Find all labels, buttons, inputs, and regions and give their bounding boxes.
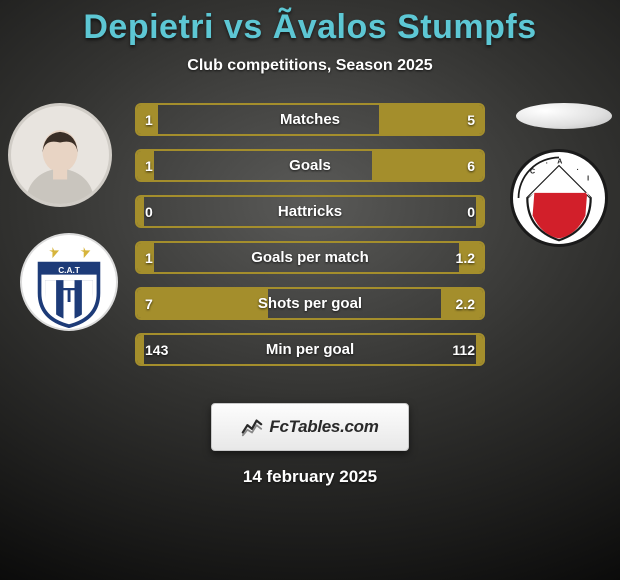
stat-row: Goals per match11.2: [135, 241, 485, 274]
club-right-badge: C . A . I: [510, 149, 608, 247]
stat-bar-track: [135, 103, 485, 136]
brand-box[interactable]: FcTables.com: [211, 403, 409, 451]
svg-text:I: I: [587, 175, 589, 182]
svg-text:T: T: [63, 285, 76, 307]
stat-bar-track: [135, 333, 485, 366]
stat-bar-fill-right: [372, 151, 483, 180]
stat-bar-fill-right: [476, 335, 483, 364]
stat-bar-fill-left: [137, 335, 144, 364]
club-left-crest-icon: C.A.T T: [23, 236, 115, 328]
stat-bar-track: [135, 241, 485, 274]
stat-row: Goals16: [135, 149, 485, 182]
subtitle: Club competitions, Season 2025: [0, 57, 620, 75]
comparison-arena: C.A.T T C . A .: [0, 103, 620, 383]
club-right-crest-icon: C . A . I: [515, 154, 603, 242]
club-left-badge: C.A.T T: [20, 233, 118, 331]
stat-row: Hattricks00: [135, 195, 485, 228]
stat-bar-fill-left: [137, 243, 154, 272]
stat-bar-fill-left: [137, 197, 144, 226]
stats-bars: Matches15 Goals16 Hattricks00 Goals per mat…: [135, 103, 485, 379]
stat-row: Shots per goal72.2: [135, 287, 485, 320]
stat-bar-fill-right: [476, 197, 483, 226]
stat-row: Matches15: [135, 103, 485, 136]
stat-bar-fill-left: [137, 151, 154, 180]
date-label: 14 february 2025: [0, 467, 620, 487]
svg-text:A: A: [557, 159, 562, 166]
brand-label: FcTables.com: [269, 417, 378, 437]
svg-text:.: .: [577, 165, 579, 172]
stat-bar-fill-right: [379, 105, 483, 134]
page-title: Depietri vs Ãvalos Stumpfs: [0, 0, 620, 47]
player-right-placeholder-icon: [516, 103, 612, 129]
stat-bar-fill-right: [459, 243, 483, 272]
player-left-block: [8, 103, 112, 207]
stat-row: Min per goal143112: [135, 333, 485, 366]
stat-bar-fill-left: [137, 105, 158, 134]
stat-bar-track: [135, 195, 485, 228]
svg-text:.: .: [546, 159, 548, 166]
player-left-photo: [8, 103, 112, 207]
person-icon: [16, 116, 104, 204]
chart-icon: [241, 416, 263, 438]
stat-bar-track: [135, 287, 485, 320]
stat-bar-fill-left: [137, 289, 268, 318]
stat-bar-fill-right: [441, 289, 483, 318]
stat-bar-track: [135, 149, 485, 182]
svg-text:C: C: [530, 168, 535, 175]
svg-text:C.A.T: C.A.T: [58, 266, 80, 275]
player-right-block: [510, 103, 612, 129]
